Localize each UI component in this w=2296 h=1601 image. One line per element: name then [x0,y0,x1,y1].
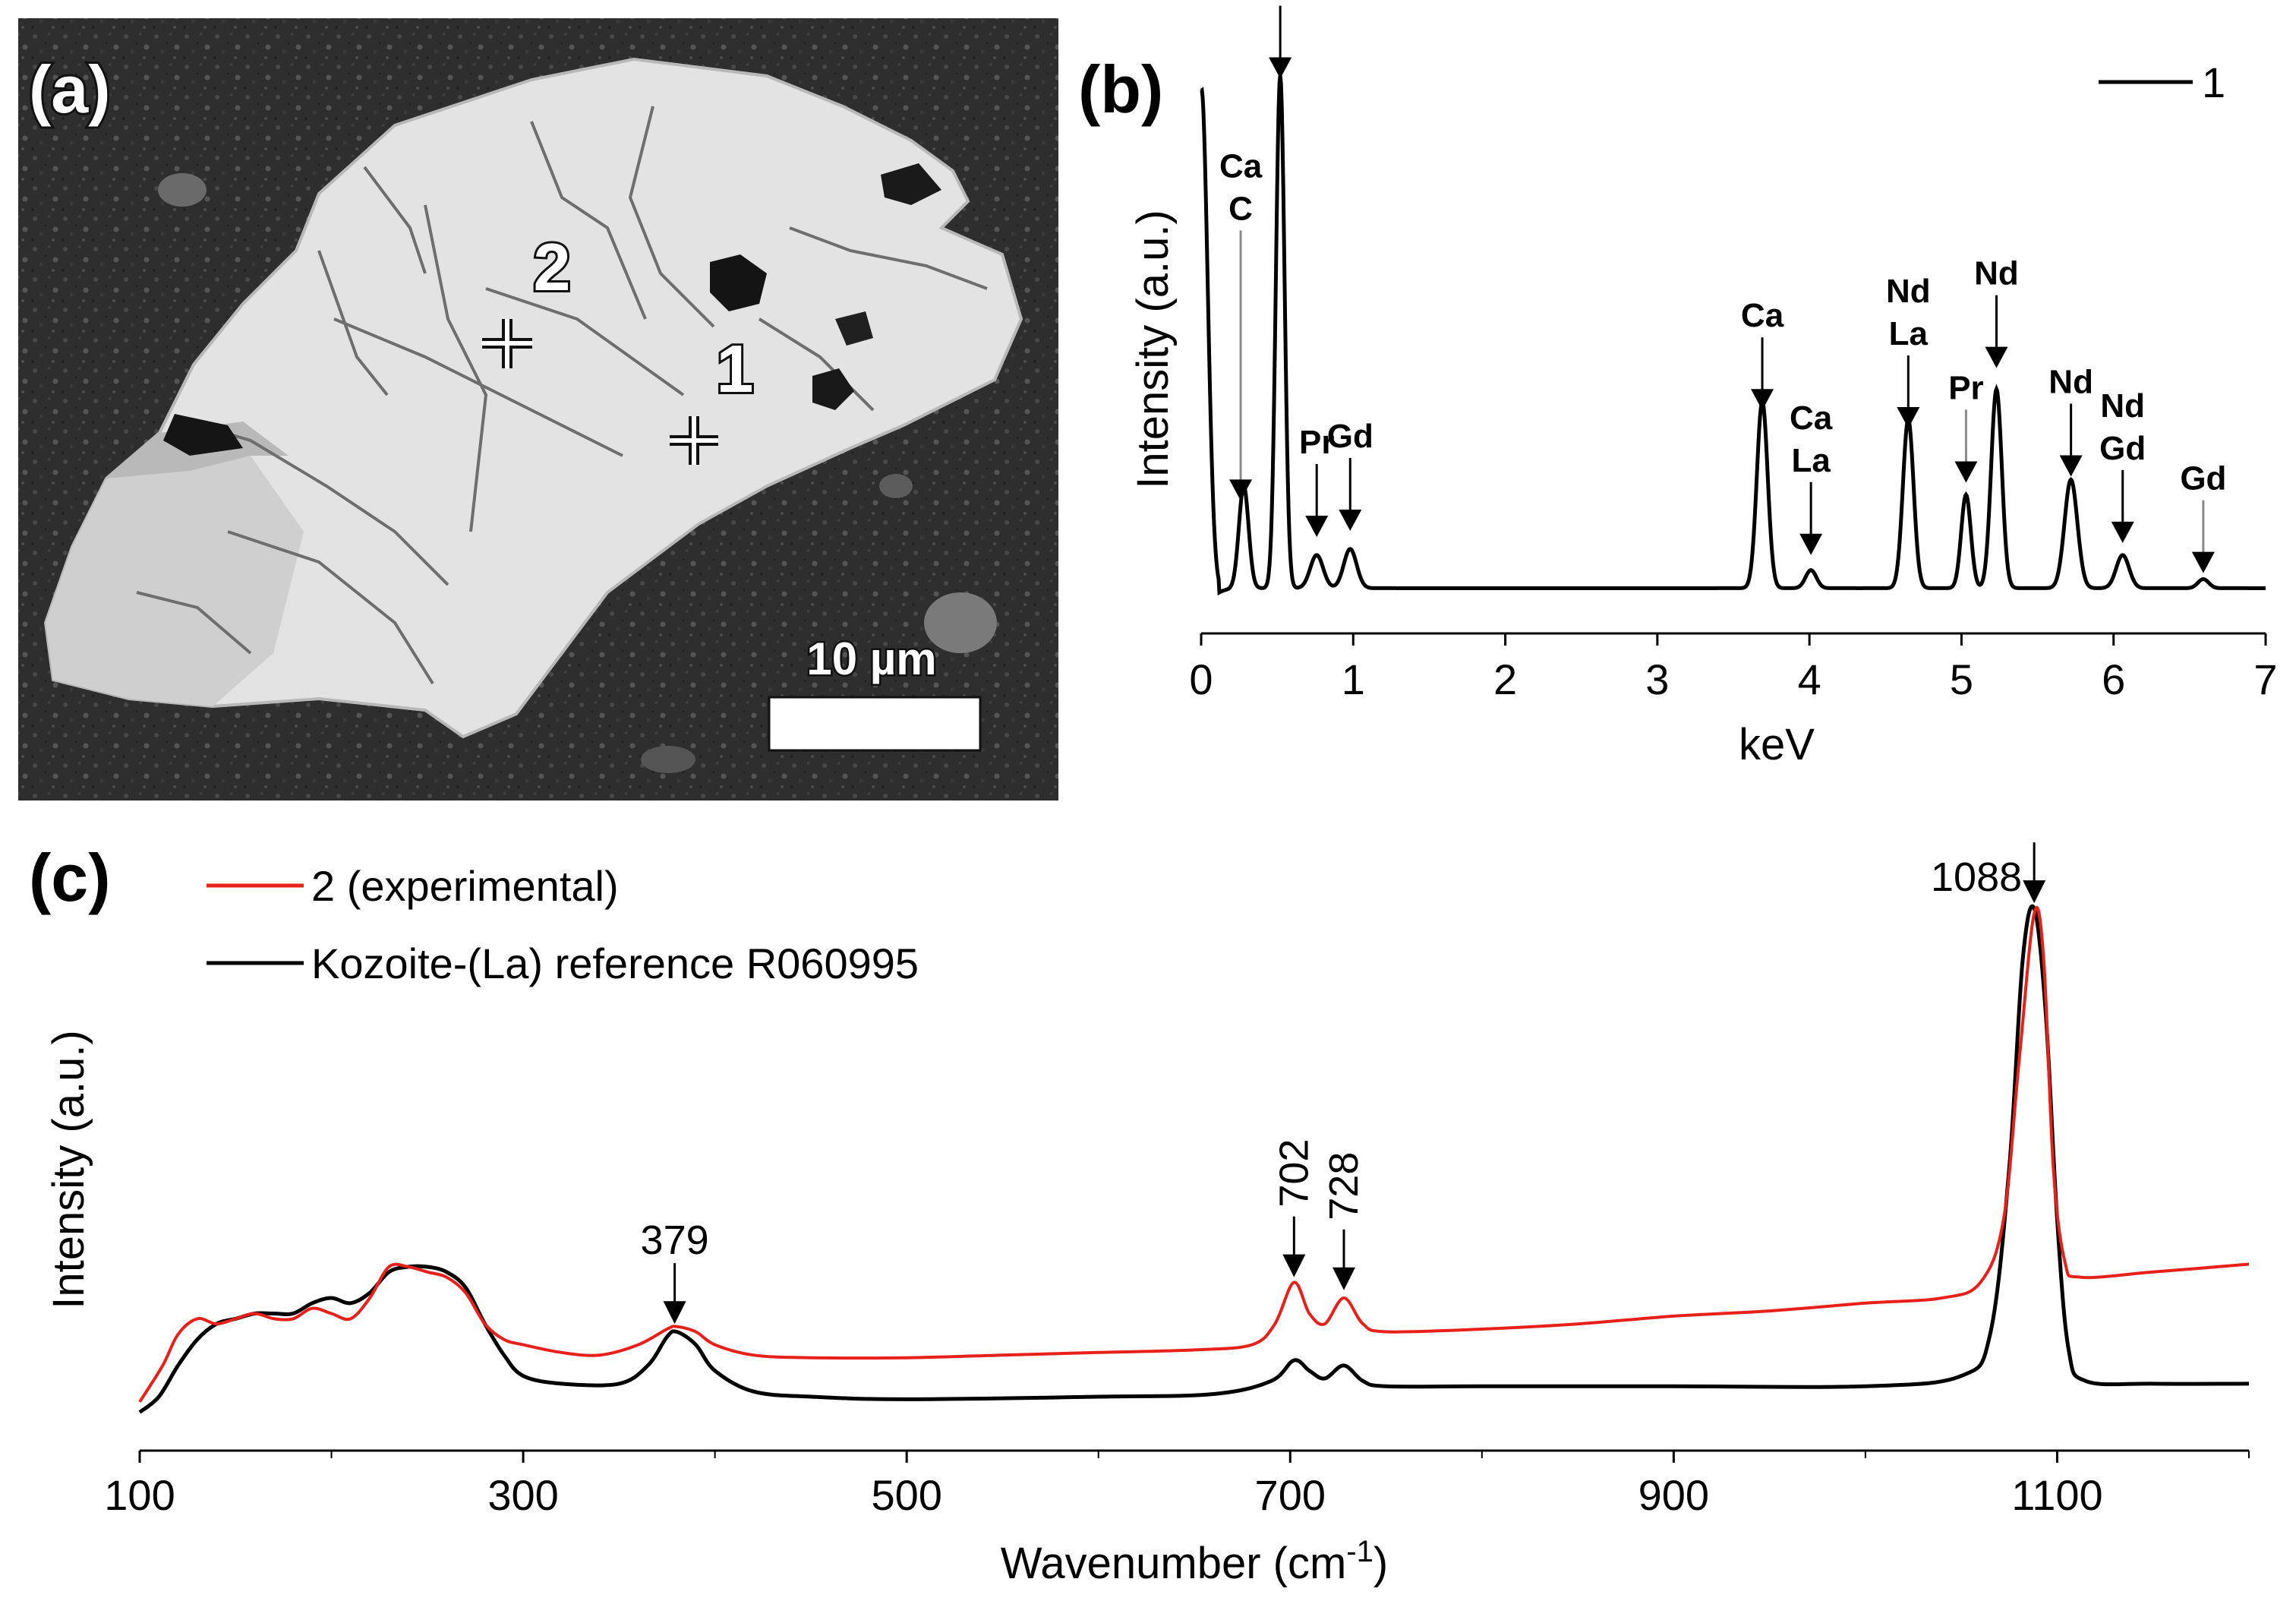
background-grain [924,592,997,653]
background-grain [158,173,207,207]
panel-c-tick-label: 500 [871,1471,941,1519]
panel-c-annotations: 379 702 728 1088 [641,842,2046,1325]
panel-b-arrow-head [2059,455,2083,477]
panel-b-annotations: OCaCPrGdCaCaLaNdLaPrNdNdNdGdGd [1219,0,2226,573]
panel-c-arrow-head [663,1301,686,1325]
panel-b-arrow-head [1305,515,1329,537]
panel-b-arrow-head [1954,461,1978,483]
panel-c-label: (c) [29,840,111,915]
panel-b-peak-label: Pr [1299,424,1334,461]
panel-b-tick-label: 0 [1189,655,1213,703]
panel-c-peak-label: 379 [641,1217,709,1263]
panel-b-x-ticks: 0 1 2 3 4 5 6 7 [1189,633,2278,703]
panel-b-y-axis-title: Intensity (a.u.) [1128,210,1178,488]
panel-b-arrow-head [1269,57,1292,79]
panel-c-series-reference [138,904,2250,1414]
panel-b-peak-label: Ca [1219,147,1263,185]
panel-b-arrow-head [1339,510,1362,532]
panel-b-tick-label: 5 [1950,655,1973,703]
crystal-pore [881,163,941,205]
background-grain [879,474,913,498]
panel-b-spectrum-1 [1200,75,2266,596]
analysis-point-1: 1 [670,329,755,465]
panel-c-x-axis-title-main: Wavenumber (cm [1001,1539,1347,1588]
panel-c-x-axis-title-close: ) [1374,1539,1388,1588]
scale-bar [768,696,982,752]
panel-b: (b) OCaCPrGdCaCaLaNdLaPrNdNdNdGdGd 01234… [1078,0,2278,769]
panel-c-arrow-head [1282,1254,1306,1277]
panel-c-peak-label: 702 [1271,1139,1317,1208]
crystal-pore [710,254,767,311]
panel-b-tick-label: 7 [2253,655,2277,703]
panel-c-tick-label: 100 [104,1471,175,1519]
point-1-label: 1 [717,331,754,406]
panel-b-peak-label: C [1228,190,1253,227]
crystal-pore [812,368,854,410]
panel-b-x-axis-title: keV [1739,720,1815,769]
point-2-label: 2 [534,229,571,305]
panel-b-peak-label: Gd [2180,460,2226,497]
crystal-pore [835,311,873,346]
panel-c-x-axis-title-exponent: -1 [1346,1535,1374,1568]
panel-b-tick-label: 1 [1342,655,1365,703]
panel-c: (c) 2 (experimental) Kozoite-(La) refere… [29,840,2250,1588]
panel-c-x-axis-title: Wavenumber (cm-1) [1001,1535,1388,1588]
crystal-cracks [136,106,988,685]
panel-b-peak-label: O [1267,0,1293,3]
panel-b-peak-label: Nd [1886,273,1931,310]
panel-c-series-experimental [138,906,2250,1403]
panel-c-peak-label: 1088 [1931,854,2022,900]
panel-c-x-ticks: 100 300 500 700 900 1100 [104,1451,2250,1519]
panel-b-peak-label: Gd [1327,418,1374,455]
legend-label-1: 1 [2202,58,2225,106]
panel-a-label: (a) [29,52,111,127]
panel-b-peak-label: Nd [2100,387,2145,425]
panel-b-arrow-head [2191,551,2215,573]
panel-b-peak-label: Ca [1741,297,1784,334]
panel-b-peak-label: Ca [1790,399,1833,437]
legend-label-experimental: 2 (experimental) [311,862,619,910]
panel-b-peak-label: La [1889,315,1929,352]
panel-c-arrow-head [2023,880,2046,904]
panel-b-arrow-head [1985,346,2008,368]
panel-c-tick-label: 1100 [2011,1471,2102,1519]
panel-c-tick-label: 700 [1255,1471,1326,1519]
panel-c-y-axis-title: Intensity (a.u.) [44,1030,93,1309]
scale-bar-label: 10 µm [806,633,936,684]
panel-c-tick-label: 300 [487,1471,558,1519]
panel-b-peak-label: Pr [1948,370,1983,407]
panel-b-legend: 1 [2099,58,2225,106]
crystal-pore [163,414,243,456]
panel-b-peak-label: Nd [1974,255,2019,292]
legend-label-reference: Kozoite-(La) reference R060995 [311,939,919,987]
panel-b-tick-label: 3 [1645,655,1669,703]
panel-b-tick-label: 4 [1798,655,1821,703]
panel-a: 2 1 10 µm (a) [18,18,1058,800]
panel-c-tick-label: 900 [1638,1471,1709,1519]
panel-c-peak-label: 728 [1321,1152,1367,1220]
panel-b-peak-label: Gd [2099,430,2146,467]
panel-c-arrow-head [1332,1267,1355,1290]
panel-b-tick-label: 6 [2102,655,2125,703]
panel-b-arrow-head [2111,521,2134,543]
analysis-point-2: 2 [482,227,572,368]
background-grain [641,746,695,773]
panel-c-legend: 2 (experimental) Kozoite-(La) reference … [207,862,919,987]
panel-b-peak-label: La [1791,442,1831,479]
panel-b-tick-label: 2 [1493,655,1517,703]
panel-b-peak-label: Nd [2048,364,2093,401]
panel-b-arrow-head [1799,533,1823,555]
panel-b-label: (b) [1078,52,1163,127]
